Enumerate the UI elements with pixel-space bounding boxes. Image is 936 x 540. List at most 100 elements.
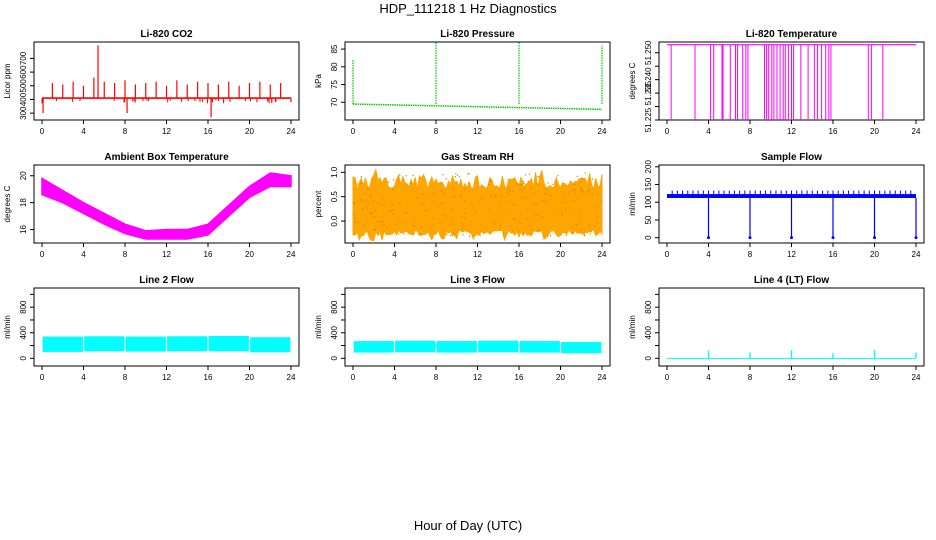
series-point <box>570 227 572 229</box>
series-point <box>388 181 390 183</box>
series-point <box>536 214 538 216</box>
data-series <box>667 190 918 240</box>
x-tick-label: 0 <box>40 127 45 136</box>
series-point <box>584 172 586 174</box>
series-point <box>420 226 422 228</box>
series-point <box>450 223 452 225</box>
series-point <box>366 187 369 190</box>
series-point <box>375 209 377 211</box>
series-point <box>512 191 514 193</box>
series-point <box>478 201 480 203</box>
series-point <box>544 200 546 202</box>
series-segment <box>436 341 477 353</box>
series-point <box>403 233 405 235</box>
series-point <box>356 183 358 185</box>
y-tick-label: 80 <box>330 62 339 71</box>
series-point <box>402 220 404 222</box>
series-point <box>592 193 594 195</box>
series-point <box>588 225 590 227</box>
series-point <box>461 222 463 224</box>
series-point <box>544 188 547 190</box>
x-axis-label: Hour of Day (UTC) <box>413 518 523 533</box>
series-point <box>502 233 505 235</box>
series-point <box>549 235 552 237</box>
series-point <box>545 193 547 195</box>
series-point <box>389 211 391 213</box>
series-point <box>361 200 363 202</box>
series-point <box>433 192 435 194</box>
series-segment <box>353 341 394 353</box>
series-point <box>358 221 360 223</box>
series-point <box>391 203 393 205</box>
series-point <box>590 231 592 233</box>
series-point <box>579 186 582 189</box>
chart-line2: Line 2 Flow ml/min 0 4 8 12 16 20 24 0 400 800 <box>3 275 300 382</box>
x-tick-label: 0 <box>351 250 356 259</box>
x-tick-label: 4 <box>81 250 86 259</box>
series-point <box>454 176 456 178</box>
series-point <box>536 183 538 185</box>
series-point <box>451 209 454 211</box>
y-tick-label: 400 <box>644 326 653 340</box>
series-point <box>354 216 356 219</box>
x-tick-label: 12 <box>162 127 171 136</box>
x-tick-label: 24 <box>287 373 296 382</box>
series-point <box>574 193 576 195</box>
series-point <box>487 183 490 185</box>
series-point <box>353 189 355 191</box>
series-point <box>386 181 388 183</box>
x-tick-label: 16 <box>204 373 213 382</box>
series-point <box>533 214 536 216</box>
y-tick-label: 100 <box>644 195 653 209</box>
series-point <box>596 216 598 218</box>
series-point <box>521 189 523 192</box>
y-tick-label: 0 <box>19 356 28 361</box>
series-point <box>395 224 397 226</box>
y-tick-label: 0 <box>644 356 653 361</box>
series-point <box>386 228 388 230</box>
y-tick-label: 200 <box>644 160 653 174</box>
series-point <box>353 202 355 204</box>
series-point <box>573 183 575 185</box>
series-point <box>479 234 481 237</box>
x-tick-label: 0 <box>40 250 45 259</box>
y-tick-label: 51.225 <box>644 107 653 132</box>
series-point <box>581 189 583 191</box>
series-segment <box>208 335 249 352</box>
x-tick-label: 16 <box>829 373 838 382</box>
series-point <box>356 200 358 202</box>
series-point <box>377 220 379 222</box>
series-point <box>377 201 379 203</box>
series-segment <box>250 337 291 353</box>
series-point <box>380 220 382 222</box>
x-tick-label: 4 <box>392 250 397 259</box>
series-point <box>383 230 385 232</box>
series-point <box>552 183 554 185</box>
series-point <box>580 177 583 179</box>
series-point <box>588 188 590 191</box>
y-axis-label: ml/min <box>628 315 637 339</box>
x-tick-label: 4 <box>81 373 86 382</box>
series-point <box>416 196 418 199</box>
series-point <box>506 208 508 211</box>
x-tick-label: 12 <box>473 127 482 136</box>
series-point <box>561 190 563 193</box>
series-point <box>445 215 447 217</box>
series-line <box>352 103 603 111</box>
x-tick-label: 0 <box>665 250 670 259</box>
series-point <box>385 205 387 207</box>
y-tick-label: 300 <box>19 106 28 120</box>
series-point <box>372 216 374 218</box>
series-point <box>498 220 500 222</box>
series-point <box>381 203 383 206</box>
chart-title: Li-820 CO2 <box>140 29 193 40</box>
x-tick-label: 8 <box>748 127 753 136</box>
series-point <box>366 207 368 209</box>
series-point <box>374 228 376 231</box>
series-segment <box>167 336 208 352</box>
data-series <box>667 350 917 359</box>
series-point <box>453 195 455 198</box>
y-tick-label: 0 <box>644 235 653 240</box>
series-point <box>472 207 474 209</box>
series-point <box>449 234 452 237</box>
